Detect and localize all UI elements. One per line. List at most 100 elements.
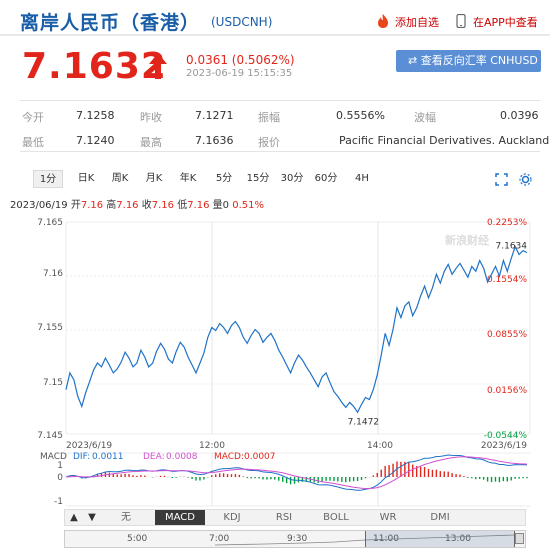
fullscreen-icon[interactable] (495, 173, 508, 186)
open-label: 今开 (22, 111, 44, 124)
chart-grid (65, 221, 531, 435)
timebar-label: 13:00 (445, 534, 471, 544)
macd-dif-label: DIF: (73, 452, 90, 462)
scroll-up-icon[interactable]: ▲ (70, 512, 78, 523)
fire-icon (378, 14, 388, 28)
indicator-rsi[interactable]: RSI (275, 512, 293, 523)
quote-source-value: Pacific Financial Derivatives. Auckland (339, 134, 550, 147)
high-value: 7.1636 (195, 134, 234, 147)
phone-icon (456, 14, 466, 28)
high-value: 7.16 (116, 200, 139, 211)
indicator-dmi[interactable]: DMI (430, 512, 450, 523)
indicator-boll[interactable]: BOLL (323, 512, 349, 523)
last-price-label: 7.1634 (496, 242, 528, 252)
current-price: 7.1632 (22, 46, 167, 87)
y-tick: 7.155 (37, 323, 63, 333)
indicator-bar: ▲ ▼ 无 MACD KDJ RSI BOLL WR DMI (64, 509, 526, 526)
indicator-wr[interactable]: WR (379, 512, 397, 523)
tab-monthly[interactable]: 月K (145, 173, 163, 184)
indicator-macd[interactable]: MACD (155, 510, 205, 525)
price-line (65, 245, 528, 414)
macd-dea-label: DEA: (143, 452, 165, 462)
macd-value-label: MACD: (214, 452, 244, 462)
high-label: 高 (106, 200, 117, 211)
pct-change: 0.51% (232, 200, 264, 211)
symbol-code: (USDCNH) (211, 15, 273, 29)
open-value: 7.1258 (76, 109, 115, 122)
pct-tick: 0.0855% (487, 330, 527, 340)
chart-ohlc-header: 2023/06/19 开7.16 高7.16 收7.16 低7.16 量0 0.… (10, 196, 264, 211)
volume-value: 0 (222, 200, 230, 211)
timebar-label: 5:00 (127, 534, 148, 544)
x-tick: 12:00 (199, 441, 225, 451)
indicator-kdj[interactable]: KDJ (223, 512, 241, 523)
watermark: 新浪财经 (445, 233, 489, 247)
tab-1min[interactable]: 1分 (33, 170, 63, 188)
tab-5min[interactable]: 5分 (215, 173, 233, 184)
quote-source-label: 报价 (258, 136, 280, 149)
reverse-rate-button[interactable]: ⇄ 查看反向汇率 CNHUSD (396, 50, 541, 72)
swap-icon: ⇄ (408, 54, 421, 67)
time-range-navigator[interactable]: 5:00 7:00 9:30 11:00 13:00 (64, 530, 526, 548)
up-arrow-icon (149, 53, 167, 79)
settings-icon[interactable] (519, 173, 532, 186)
x-tick: 2023/6/19 (66, 441, 112, 451)
x-tick: 2023/6/19 (481, 441, 527, 451)
price-chart[interactable]: 7.165 7.16 7.155 7.15 7.145 0.2253% 0.15… (0, 210, 550, 510)
y-tick: 7.15 (43, 378, 63, 388)
macd-dea-line (65, 456, 528, 489)
quote-info-panel: 今开 7.1258 昨收 7.1271 振幅 0.5556% 波幅 0.0396… (20, 100, 549, 152)
prev-close-value: 7.1271 (195, 109, 234, 122)
low-label: 低 (177, 200, 188, 211)
macd-title: MACD (40, 452, 67, 462)
open-value: 7.16 (80, 200, 104, 211)
pct-tick: 0.1554% (487, 275, 527, 285)
pct-tick: 0.0156% (487, 386, 527, 396)
close-label: 收 (141, 200, 152, 211)
navigator-window[interactable] (365, 531, 515, 547)
prev-close-label: 昨收 (140, 111, 162, 124)
indicator-none[interactable]: 无 (121, 512, 131, 523)
tab-yearly[interactable]: 年K (179, 173, 197, 184)
tab-60min[interactable]: 60分 (314, 173, 338, 184)
period-tabs: 1分 日K 周K 月K 年K 5分 15分 30分 60分 4H (33, 168, 538, 190)
macd-tick: -1 (54, 497, 63, 507)
low-label: 最低 (22, 136, 44, 149)
timebar-label: 9:30 (287, 534, 308, 544)
reverse-rate-label: 查看反向汇率 CNHUSD (420, 54, 538, 67)
macd-dea-value: 0.0008 (166, 452, 198, 462)
macd-dif-line (65, 454, 528, 491)
timebar-label: 7:00 (209, 534, 230, 544)
scroll-down-icon[interactable]: ▼ (88, 512, 96, 523)
tab-15min[interactable]: 15分 (246, 173, 270, 184)
y-tick: 7.145 (37, 431, 63, 441)
quote-time: 2023-06-19 15:15:35 (186, 68, 293, 79)
page-title: 离岸人民币（香港） (20, 12, 201, 34)
amplitude-label: 振幅 (258, 111, 280, 124)
open-in-app-label: 在APP中查看 (473, 16, 538, 29)
min-price-label: 7.1472 (348, 417, 380, 427)
low-value: 7.16 (187, 200, 210, 211)
open-label: 开 (70, 200, 81, 211)
y-tick: 7.16 (43, 269, 63, 279)
tab-4h[interactable]: 4H (355, 173, 369, 184)
pct-tick: 0.2253% (487, 218, 527, 228)
price-change: 0.0361 (0.5062%) (186, 53, 295, 67)
add-favorite-label: 添加自选 (395, 16, 439, 29)
macd-histogram (69, 461, 528, 485)
wave-label: 波幅 (414, 111, 436, 124)
macd-tick: 0 (57, 473, 63, 483)
header: 离岸人民币（香港） (USDCNH) 添加自选 在APP中查看 (0, 0, 550, 36)
volume-label: 量 (212, 200, 223, 211)
pct-tick: -0.0544% (484, 431, 528, 441)
tab-daily[interactable]: 日K (77, 173, 95, 184)
y-tick: 7.165 (37, 218, 63, 228)
amplitude-value: 0.5556% (336, 109, 385, 122)
navigator-sparkline (214, 534, 516, 546)
tab-weekly[interactable]: 周K (111, 173, 129, 184)
navigator-handle[interactable] (515, 533, 524, 544)
tab-30min[interactable]: 30分 (280, 173, 304, 184)
macd-value: 0.0007 (244, 452, 276, 462)
macd-panel: MACD DIF: 0.0011 DEA: 0.0008 MACD: 0.000… (40, 452, 530, 507)
high-label: 最高 (140, 136, 162, 149)
